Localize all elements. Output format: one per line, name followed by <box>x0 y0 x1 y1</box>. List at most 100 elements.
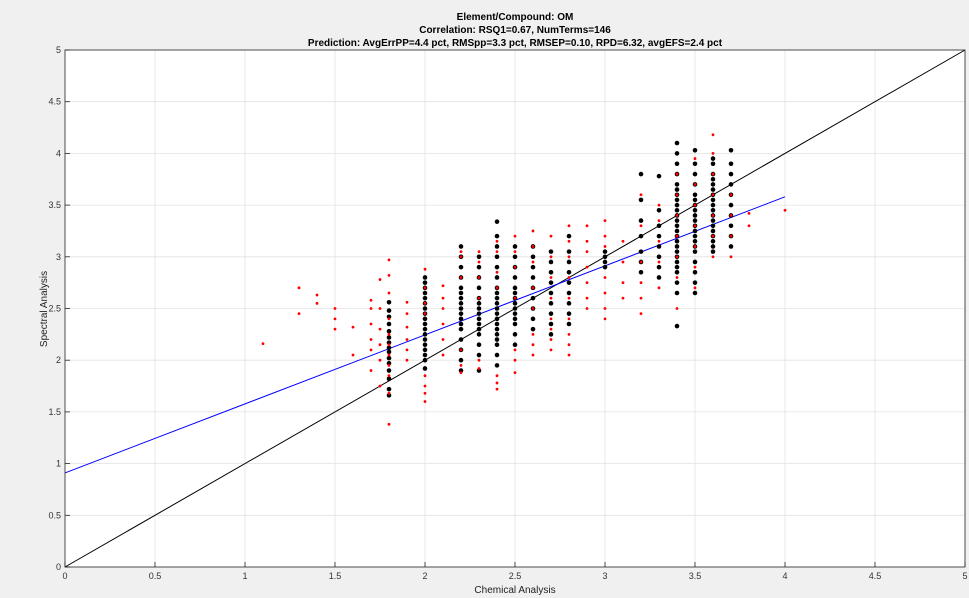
data-point-black <box>692 290 698 296</box>
data-point-red <box>405 358 409 362</box>
data-point-black <box>494 295 500 301</box>
data-point-red <box>423 267 427 271</box>
data-point-black <box>494 290 500 296</box>
data-point-red <box>378 384 382 388</box>
data-point-black <box>494 326 500 332</box>
data-point-black <box>692 249 698 254</box>
data-point-black <box>674 228 680 234</box>
data-point-black <box>656 207 662 213</box>
data-point-red <box>297 286 301 290</box>
data-point-red <box>495 374 499 378</box>
data-point-black <box>458 357 464 363</box>
data-point-black <box>422 352 428 358</box>
data-point-red <box>621 239 625 243</box>
data-point-red <box>441 338 445 341</box>
axis-ticks: 0 0.5 1 1.5 2 2.5 3 3.5 4 4.5 5 0 0.5 1 1.5 2 2.5 3 3.5 4 4.… <box>48 45 967 581</box>
data-point-black <box>458 295 464 301</box>
data-point-black <box>548 290 554 296</box>
data-point-black <box>476 316 482 322</box>
data-points <box>261 133 787 426</box>
data-point-red <box>387 258 391 262</box>
data-point-red <box>675 214 679 217</box>
data-point-black <box>710 161 716 167</box>
data-point-red <box>333 317 337 321</box>
data-point-red <box>513 250 517 254</box>
data-point-black <box>710 182 716 187</box>
data-point-black <box>458 368 464 373</box>
chart-title-line-3: Prediction: AvgErrPP=4.4 pct, RMSpp=3.3 … <box>308 38 723 49</box>
chart-title-line-1: Element/Compound: OM <box>457 12 574 23</box>
data-point-black <box>692 218 698 223</box>
data-point-black <box>512 321 518 327</box>
data-point-red <box>693 203 697 207</box>
data-point-black <box>422 290 428 296</box>
data-point-black <box>422 347 428 353</box>
data-point-red <box>693 245 697 248</box>
data-point-red <box>459 255 463 259</box>
data-point-black <box>458 285 464 291</box>
data-point-black <box>422 366 428 371</box>
data-point-red <box>729 255 733 259</box>
data-point-red <box>711 234 715 238</box>
data-point-black <box>422 275 428 280</box>
data-point-black <box>674 249 680 254</box>
data-point-black <box>710 244 716 249</box>
data-point-red <box>549 348 553 352</box>
data-point-black <box>710 176 716 182</box>
data-point-red <box>585 281 589 285</box>
data-point-red <box>711 255 715 259</box>
data-point-black <box>458 326 464 332</box>
data-point-black <box>674 182 680 187</box>
data-point-red <box>531 260 535 264</box>
data-point-black <box>422 332 428 337</box>
data-point-black <box>692 213 698 218</box>
data-point-black <box>674 187 680 192</box>
data-point-black <box>476 326 482 332</box>
data-point-red <box>423 400 427 403</box>
data-point-black <box>458 290 464 296</box>
data-point-red <box>585 239 589 243</box>
data-point-black <box>476 264 482 270</box>
x-tick-label: 5 <box>962 571 967 581</box>
data-point-black <box>458 306 464 311</box>
data-point-red <box>747 211 751 215</box>
data-point-black <box>548 270 554 275</box>
data-point-red <box>783 208 787 212</box>
data-point-red <box>657 203 661 207</box>
data-point-black <box>692 197 698 203</box>
data-point-black <box>638 218 644 223</box>
data-point-red <box>387 274 391 277</box>
data-point-black <box>692 207 698 213</box>
data-point-red <box>549 255 553 259</box>
data-point-black <box>422 326 428 332</box>
data-point-red <box>423 384 427 388</box>
data-point-red <box>531 332 535 336</box>
data-point-black <box>656 173 662 179</box>
data-point-red <box>621 260 625 264</box>
data-point-red <box>495 387 499 391</box>
data-point-black <box>476 254 482 260</box>
data-point-red <box>378 278 382 281</box>
data-point-black <box>674 218 680 223</box>
data-point-red <box>513 371 517 375</box>
y-tick-label: 1 <box>56 459 61 469</box>
data-point-red <box>513 358 517 362</box>
data-point-red <box>495 270 499 274</box>
data-point-black <box>494 254 500 260</box>
data-point-red <box>477 296 481 300</box>
data-point-black <box>494 306 500 311</box>
data-point-black <box>422 316 428 322</box>
data-point-red <box>315 293 319 297</box>
data-point-red <box>405 325 409 329</box>
data-point-red <box>387 391 391 395</box>
data-point-black <box>728 244 734 249</box>
data-point-red <box>675 172 679 176</box>
data-point-black <box>422 342 428 347</box>
data-point-black <box>494 342 500 347</box>
data-point-black <box>674 280 680 285</box>
data-point-red <box>621 281 625 285</box>
data-point-red <box>747 224 751 228</box>
data-point-red <box>567 343 571 347</box>
data-point-red <box>567 317 571 321</box>
data-point-black <box>692 280 698 285</box>
